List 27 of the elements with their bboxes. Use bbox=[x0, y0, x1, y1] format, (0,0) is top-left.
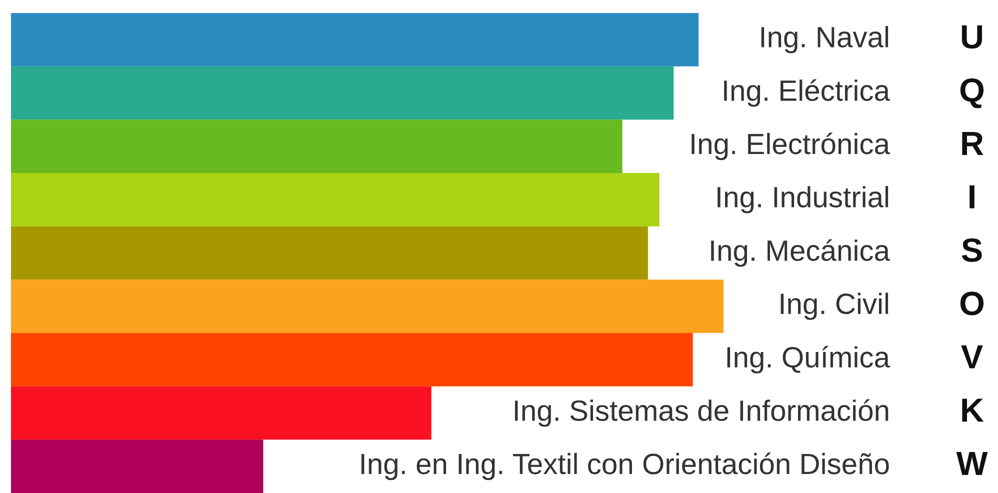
text: R bbox=[962, 132, 984, 155]
bar bbox=[11, 333, 693, 386]
bar bbox=[11, 13, 699, 66]
bar bbox=[11, 173, 660, 226]
y-tick-label: Ing. Industrial bbox=[718, 186, 888, 214]
bar bbox=[11, 226, 648, 280]
text: U bbox=[962, 25, 982, 49]
text: W bbox=[956, 452, 988, 475]
y-tick-label: Ing. Electrónica bbox=[692, 132, 890, 160]
y-tick-label: Ing. Mecánica bbox=[711, 239, 890, 267]
text: Q bbox=[960, 78, 984, 108]
y-tick-label: Ing. Química bbox=[727, 346, 890, 374]
text: I bbox=[970, 185, 974, 208]
y-tick-label: Ing. Naval bbox=[761, 26, 888, 54]
text: O bbox=[960, 292, 984, 316]
y-tick-label: Ing. Eléctrica bbox=[724, 79, 890, 107]
bar bbox=[11, 440, 264, 493]
bar bbox=[11, 120, 622, 173]
y-tick-label: Ing. Sistemas de Información bbox=[514, 399, 888, 427]
y-tick-label: Ing. Civil bbox=[780, 292, 888, 320]
y-tick-label: Ing. en Ing. Textil con Orientación Diseño bbox=[361, 452, 889, 480]
text: V bbox=[961, 345, 983, 368]
bar bbox=[11, 66, 674, 120]
text: K bbox=[962, 398, 984, 422]
text: S bbox=[962, 238, 982, 262]
bar bbox=[11, 386, 432, 440]
bar bbox=[11, 280, 724, 333]
